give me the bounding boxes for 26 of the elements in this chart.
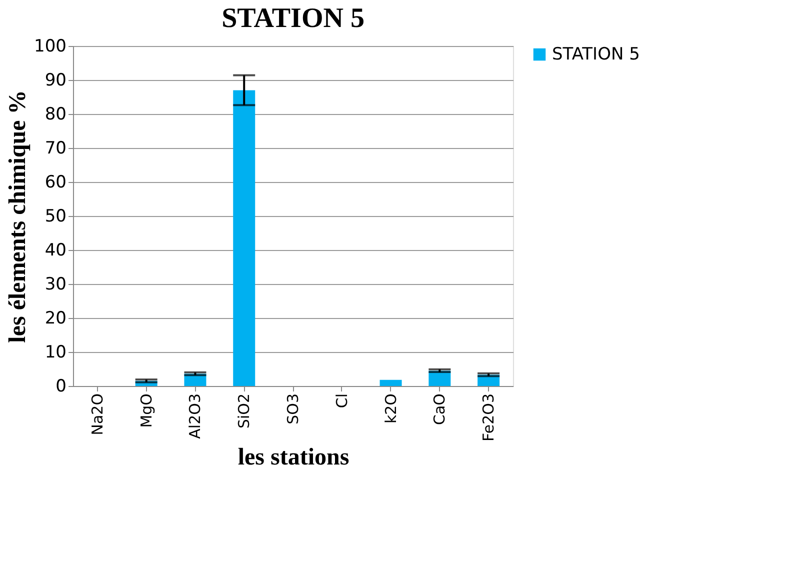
y-tick-label: 50 <box>44 206 66 226</box>
x-tick-label: CaO <box>430 394 449 425</box>
y-tick-label: 60 <box>44 172 66 192</box>
x-tick-label: Na2O <box>88 394 106 436</box>
y-tick-label: 100 <box>34 36 66 56</box>
bar <box>380 380 402 386</box>
bar <box>233 90 256 386</box>
y-tick-label: 70 <box>44 138 66 158</box>
x-tick-label: MgO <box>137 394 156 428</box>
y-tick-label: 10 <box>44 342 66 362</box>
x-tick-label: SiO2 <box>235 394 254 429</box>
x-tick-label: Fe2O3 <box>480 394 498 442</box>
y-tick-label: 20 <box>44 308 66 328</box>
y-tick-label: 90 <box>44 70 66 90</box>
y-tick-label: 30 <box>44 274 66 294</box>
x-axis-title: les stations <box>238 444 350 470</box>
y-tick-label: 80 <box>44 104 66 124</box>
y-axis-title: les élements chimique % <box>5 90 32 343</box>
chart-title: STATION 5 <box>222 3 364 34</box>
x-tick-label: SO3 <box>284 394 302 424</box>
x-tick-label: Cl <box>332 394 351 408</box>
x-tick-label: Al2O3 <box>186 394 204 439</box>
legend-label: STATION 5 <box>552 44 640 64</box>
y-tick-label: 40 <box>44 240 66 260</box>
y-tick-label: 0 <box>56 376 66 396</box>
x-tick-label: k2O <box>382 394 400 424</box>
